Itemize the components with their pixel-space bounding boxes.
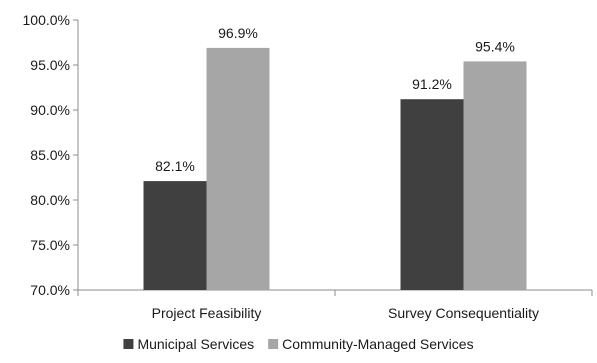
y-tick-label: 90.0% — [30, 102, 70, 118]
bars-group — [143, 47, 527, 291]
y-tick-label: 75.0% — [30, 237, 70, 253]
x-category-label: Project Feasibility — [152, 305, 262, 321]
bar-community-managed-services-1 — [463, 61, 527, 291]
bar-municipal-services-1 — [400, 99, 464, 290]
legend-label: Community-Managed Services — [282, 336, 473, 352]
y-tick-label: 80.0% — [30, 192, 70, 208]
y-tick-label: 100.0% — [23, 12, 70, 28]
bar-municipal-services-0 — [143, 181, 207, 290]
data-label: 95.4% — [475, 38, 515, 54]
bar-community-managed-services-0 — [206, 47, 270, 291]
y-tick-label: 95.0% — [30, 57, 70, 73]
y-tick-label: 70.0% — [30, 282, 70, 298]
labels-group: 82.1% 96.9% Project Feasibility 91.2% 95.4% S… — [152, 25, 539, 321]
legend-label: Municipal Services — [137, 336, 254, 352]
legend: Municipal Services Community-Managed Serv… — [123, 336, 474, 352]
data-label: 96.9% — [218, 25, 258, 41]
y-tick-label: 85.0% — [30, 147, 70, 163]
legend-swatch — [268, 339, 279, 349]
x-category-label: Survey Consequentiality — [388, 305, 539, 321]
data-label: 91.2% — [412, 76, 452, 92]
legend-swatch — [123, 339, 134, 349]
data-label: 82.1% — [155, 158, 195, 174]
